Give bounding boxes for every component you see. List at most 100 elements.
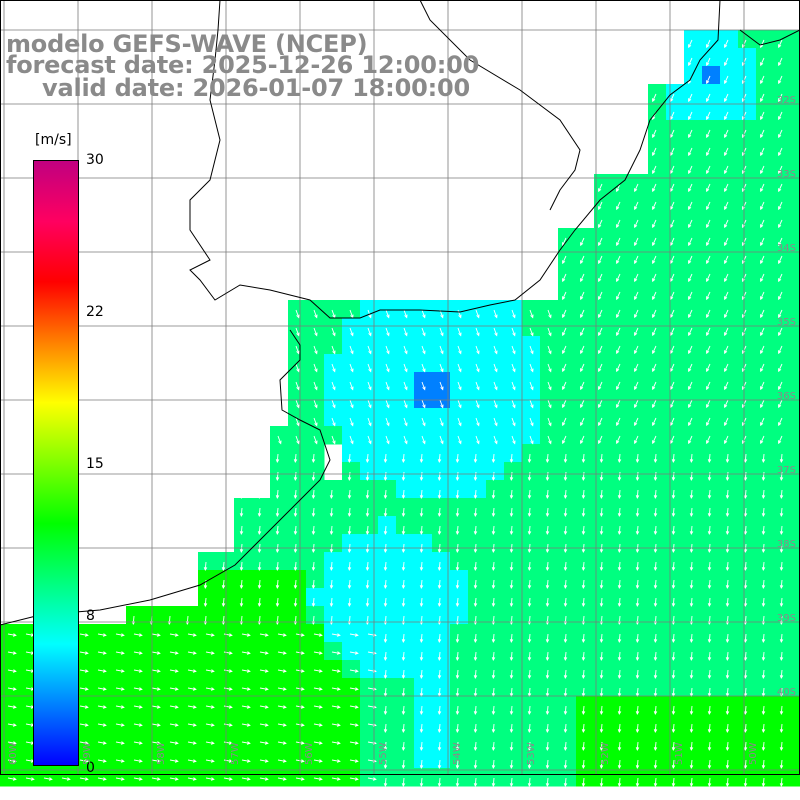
wind-cell [666,570,685,589]
wind-arrow [762,723,765,733]
wind-arrow [670,273,675,282]
wind-arrow [546,705,549,715]
wind-arrow [115,741,124,744]
wind-cell [792,426,800,445]
wind-cell [54,768,73,787]
wind-arrow-head [688,350,692,355]
wind-cell [270,660,289,679]
wind-arrow-head [635,765,640,769]
wind-arrow-head [404,440,408,445]
wind-arrow [276,453,279,463]
wind-cell [684,48,703,67]
wind-arrow [780,507,783,517]
wind-arrow [241,687,250,690]
wind-arrow [546,597,549,607]
wind-arrow [582,723,585,733]
wind-arrow [312,579,315,589]
wind-cell [126,642,145,661]
wind-arrow-head [347,567,352,571]
wind-cell [612,588,631,607]
wind-cell [216,732,235,751]
wind-arrow-head [458,368,462,373]
wind-arrow [438,741,441,751]
wind-cell [486,354,505,373]
wind-arrow-head [599,459,604,463]
wind-cell [612,534,631,553]
wind-arrow-head [706,98,710,103]
wind-arrow [726,453,729,463]
wind-arrow [475,345,480,354]
wind-cell [738,102,757,121]
wind-cell [648,606,667,625]
wind-cell [522,336,541,355]
wind-arrow-head [617,495,622,499]
wind-cell [414,354,433,373]
wind-cell [450,768,469,787]
wind-arrow [511,381,516,390]
wind-cell [738,300,757,319]
wind-arrow-head [455,639,460,643]
wind-arrow-head [548,314,552,319]
wind-arrow [652,273,657,282]
wind-arrow [688,309,693,318]
wind-arrow-head [580,260,584,265]
wind-arrow-head [724,368,728,373]
wind-arrow [187,777,196,780]
wind-arrow [724,291,729,300]
wind-arrow [205,759,214,762]
wind-cell [774,246,793,265]
wind-arrow [546,471,549,481]
wind-arrow-head [616,260,620,265]
wind-arrow-head [300,633,305,637]
wind-cell [666,228,685,247]
wind-cell [486,660,505,679]
wind-cell [684,714,703,733]
wind-cell [558,318,577,337]
wind-arrow [616,273,621,282]
wind-cell [468,642,487,661]
wind-arrow [79,759,88,762]
wind-cell [738,678,757,697]
wind-arrow [349,741,358,744]
wind-arrow [294,597,297,607]
wind-arrow-head [545,729,550,733]
wind-arrow [778,273,783,282]
colorbar-tick: 22 [86,304,104,320]
wind-arrow [762,579,765,589]
wind-arrow [724,201,729,210]
wind-arrow-head [174,633,179,637]
wind-cell [666,336,685,355]
wind-cell [558,282,577,301]
wind-arrow-head [598,332,602,337]
wind-arrow [510,651,513,661]
wind-arrow-head [246,741,251,745]
wind-cell [306,534,325,553]
wind-cell [738,714,757,733]
wind-arrow-head [688,440,692,445]
wind-arrow [762,453,765,463]
wind-arrow-head [761,675,766,679]
wind-cell [378,678,397,697]
wind-arrow-head [653,657,658,661]
wind-arrow-head [761,513,766,517]
wind-arrow-head [599,783,604,787]
wind-arrow [724,219,729,228]
wind-cell [792,174,800,193]
wind-cell [702,84,721,103]
wind-arrow [654,453,657,463]
wind-cell [774,696,793,715]
wind-arrow-head [778,62,782,67]
wind-cell [468,390,487,409]
wind-cell [414,588,433,607]
wind-arrow [187,741,196,744]
wind-arrow-head [458,332,462,337]
wind-arrow-head [440,386,444,391]
wind-arrow-head [66,777,71,781]
wind-cell [540,462,559,481]
wind-arrow [582,561,585,571]
wind-arrow [690,579,693,589]
wind-cell [756,498,775,517]
wind-arrow [421,435,426,444]
wind-arrow [7,759,16,762]
wind-cell [504,732,523,751]
